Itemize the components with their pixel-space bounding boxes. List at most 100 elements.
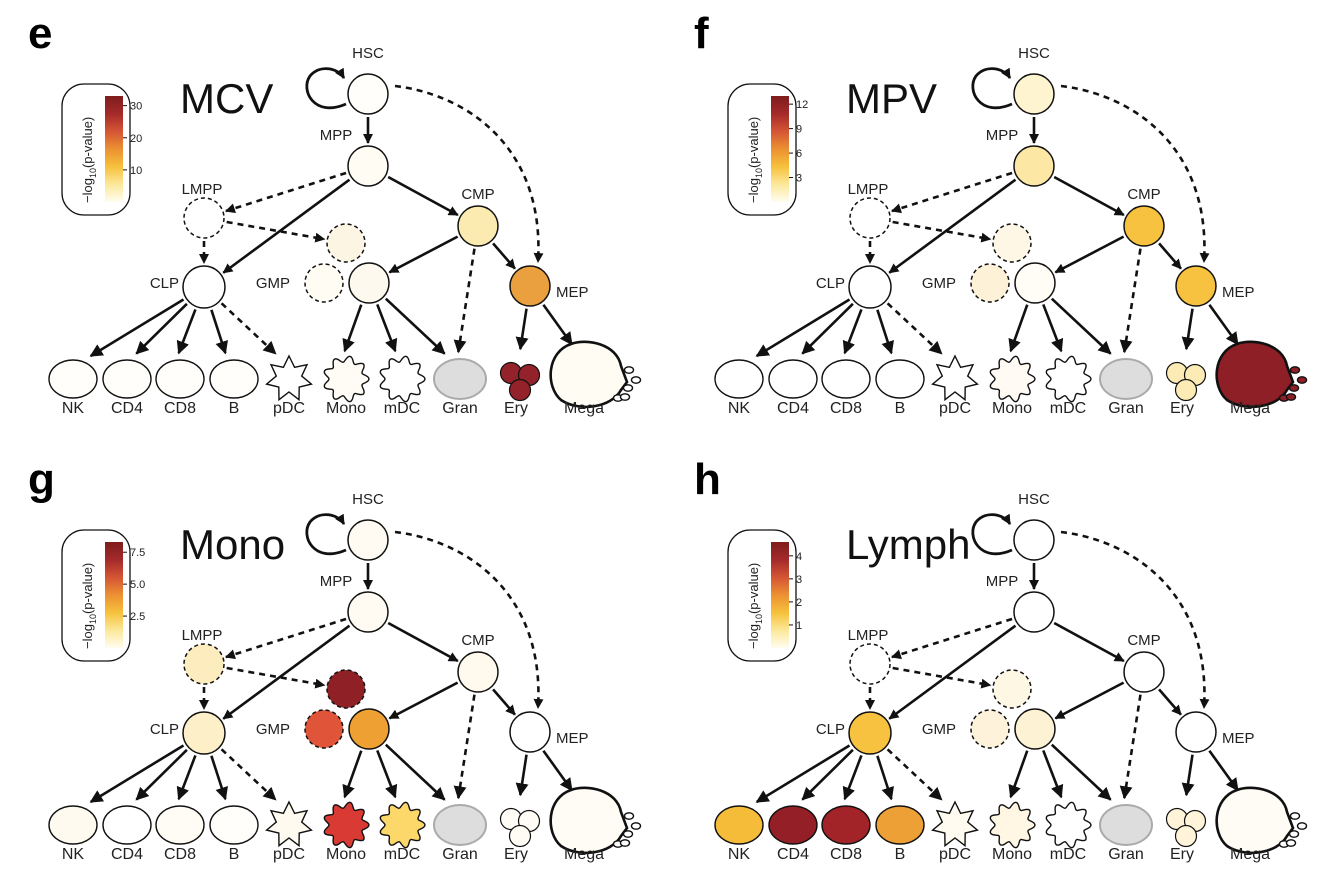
cell-mono: [323, 801, 370, 849]
edge-mep-mega: [542, 749, 573, 792]
node-mpp: [347, 145, 389, 187]
self-renewal-arrow: [971, 67, 1013, 110]
edge-mep-ery: [1181, 308, 1195, 351]
cell-cd8: [821, 359, 871, 399]
legend-tick-label: 1: [796, 620, 802, 632]
edge-cmp-gran: [1119, 248, 1142, 354]
cell-label-cd4: CD4: [777, 400, 809, 417]
legend-tick-label: 2.5: [130, 611, 145, 623]
cell-nk: [48, 805, 98, 845]
edge-hsc-mep: [394, 530, 544, 709]
cell-label-b: B: [895, 846, 906, 863]
cell-label-cd8: CD8: [164, 400, 196, 417]
legend-tick-label: 7.5: [130, 547, 145, 559]
node-clp: [182, 265, 226, 309]
cell-label-mdc: mDC: [1050, 846, 1086, 863]
edge-gmp-mono: [1008, 304, 1029, 353]
ery-cell: [1174, 378, 1198, 402]
ery-cell: [508, 824, 532, 848]
node-hsc: [1013, 519, 1055, 561]
panel-letter: e: [28, 9, 52, 58]
legend-axis-label: −log10(p-value): [746, 563, 764, 649]
lineage-edges: [89, 513, 573, 804]
cell-mono: [989, 801, 1036, 849]
edge-cmp-mep: [492, 688, 516, 716]
lineage-edges: [755, 513, 1239, 804]
node-label-lmpp: LMPP: [182, 627, 223, 644]
node-hsc: [1013, 73, 1055, 115]
edge-mep-ery: [515, 308, 529, 351]
node-lmpp: [183, 643, 225, 685]
node-label-clp: CLP: [150, 275, 179, 292]
node-clp: [182, 711, 226, 755]
node-cmp: [1123, 205, 1165, 247]
edge-gmp-gran: [384, 297, 446, 355]
cell-ery: [499, 361, 541, 402]
node-label-mep: MEP: [556, 730, 589, 747]
legend-label-suffix: (p-value): [80, 563, 95, 614]
progenitor-nodes: [848, 73, 1217, 309]
edge-clp-cd8: [176, 754, 197, 801]
legend-colorbar: [771, 542, 789, 648]
cell-label-ery: Ery: [1170, 846, 1194, 863]
cell-label-mega: Mega: [1230, 846, 1270, 863]
cell-label-cd8: CD8: [164, 846, 196, 863]
platelet: [1288, 384, 1300, 392]
legend-label-suffix: (p-value): [746, 563, 761, 614]
legend-tick-label: 5.0: [130, 579, 145, 591]
edge-cmp-gmp: [1054, 235, 1125, 274]
cell-label-cd8: CD8: [830, 400, 862, 417]
cell-mono: [323, 355, 370, 403]
cell-label-cd4: CD4: [111, 846, 143, 863]
mega-body: [549, 340, 629, 409]
legend-tick-label: 4: [796, 551, 802, 563]
panel-h: h Lymph 4 3 2 1 −log10(p-value) HSC MPP LMPP CMP CL…: [694, 455, 1308, 863]
cell-cd4: [768, 359, 818, 399]
self-renewal-arrow: [305, 513, 347, 556]
legend-tick-label: 10: [130, 165, 142, 177]
cell-mdc: [1045, 801, 1092, 849]
cell-label-mono: Mono: [992, 846, 1032, 863]
cell-mega: [549, 786, 642, 855]
panel-letter: h: [694, 455, 721, 504]
edge-mep-ery: [1181, 754, 1195, 797]
edge-mep-ery: [515, 754, 529, 797]
node-label-cmp: CMP: [1127, 632, 1160, 649]
panel-title: Lymph: [846, 521, 971, 568]
platelet: [623, 366, 635, 374]
edge-lmpp-gmp: [892, 220, 992, 243]
cell-label-mono: Mono: [326, 400, 366, 417]
mature-cells: [48, 340, 642, 409]
cell-label-gran: Gran: [1108, 400, 1144, 417]
node-gmp2: [304, 709, 344, 749]
cell-b: [209, 359, 259, 399]
legend-tick-label: 3: [796, 574, 802, 586]
platelet: [619, 839, 631, 847]
edge-cmp-gmp: [1054, 681, 1125, 720]
lineage-edges: [755, 67, 1239, 358]
cell-label-cd8: CD8: [830, 846, 862, 863]
edge-mpp-clp: [888, 624, 1017, 720]
node-gmp1: [992, 223, 1032, 263]
legend-tick-label: 9: [796, 124, 802, 136]
panel-f: f MPV 12 9 6 3 −log10(p-value) HSC MPP LMPP CMP CLP…: [694, 9, 1308, 417]
legend-axis-label: −log10(p-value): [746, 117, 764, 203]
edge-clp-cd4: [135, 302, 188, 355]
edge-clp-nk: [89, 744, 185, 804]
color-legend: 7.5 5.0 2.5 −log10(p-value): [61, 529, 145, 662]
node-mep: [1175, 711, 1217, 753]
cell-label-gran: Gran: [442, 846, 478, 863]
legend-label-suffix: (p-value): [746, 117, 761, 168]
cell-label-mono: Mono: [992, 400, 1032, 417]
node-label-mep: MEP: [1222, 730, 1255, 747]
legend-label-subscript: 10: [88, 168, 98, 178]
node-label-mpp: MPP: [986, 127, 1019, 144]
cell-nk: [714, 359, 764, 399]
cell-cd8: [155, 359, 205, 399]
cell-label-nk: NK: [62, 400, 85, 417]
node-cmp: [457, 651, 499, 693]
cell-mdc: [379, 355, 426, 403]
edge-clp-b: [876, 755, 894, 801]
